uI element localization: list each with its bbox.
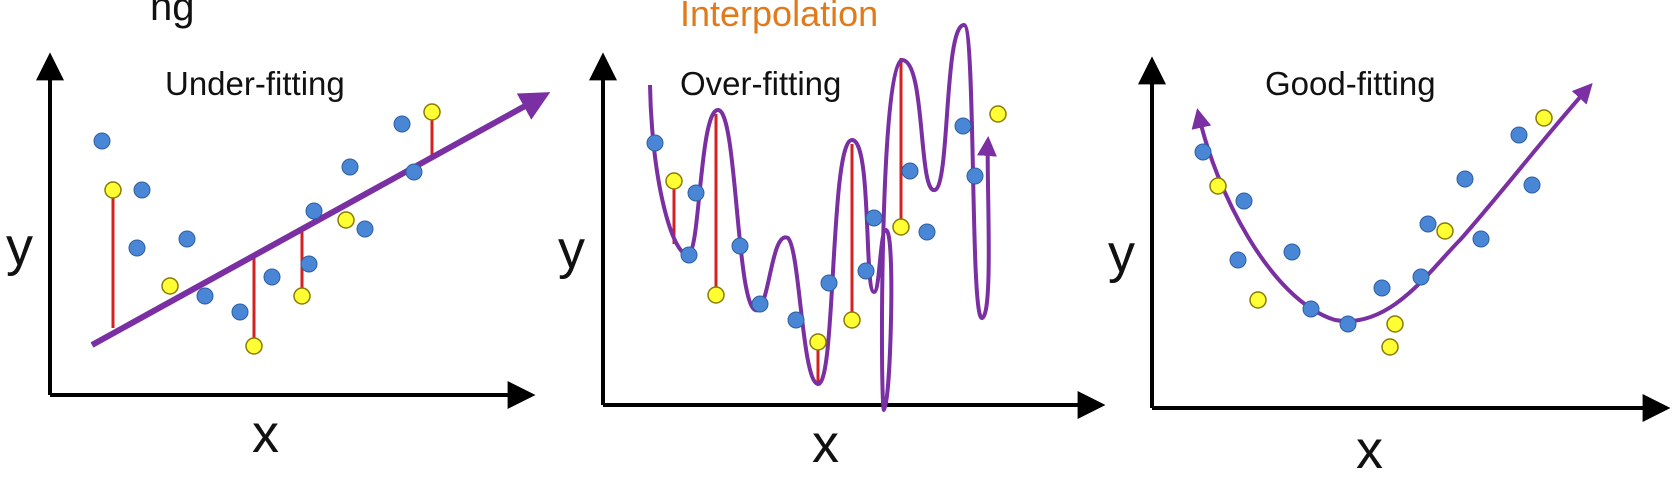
data-point bbox=[1229, 251, 1247, 269]
panel-title: Good-fitting bbox=[1265, 65, 1436, 102]
residual-lines bbox=[111, 112, 434, 346]
highlighted-points bbox=[104, 103, 441, 355]
data-point bbox=[892, 218, 910, 236]
x-axis-label: x bbox=[1356, 420, 1383, 480]
data-point bbox=[680, 246, 698, 264]
data-point bbox=[293, 287, 311, 305]
data-point bbox=[646, 134, 664, 152]
data-point bbox=[405, 163, 423, 181]
data-point bbox=[1235, 192, 1253, 210]
interpolation-label: Interpolation bbox=[680, 0, 878, 34]
fit-curve bbox=[648, 22, 997, 413]
data-point bbox=[1419, 215, 1437, 233]
y-axis-label: y bbox=[6, 217, 33, 277]
data-point bbox=[104, 181, 122, 199]
data-point bbox=[133, 181, 151, 199]
data-point bbox=[1249, 291, 1267, 309]
data-point bbox=[305, 202, 323, 220]
data-point bbox=[263, 268, 281, 286]
data-point bbox=[1412, 268, 1430, 286]
data-point bbox=[1436, 222, 1454, 240]
fit-line bbox=[90, 92, 551, 348]
data-point bbox=[809, 333, 827, 351]
data-point bbox=[731, 237, 749, 255]
data-point bbox=[1510, 126, 1528, 144]
data-point bbox=[393, 115, 411, 133]
data-point bbox=[1472, 230, 1490, 248]
data-point bbox=[178, 230, 196, 248]
data-point bbox=[423, 103, 441, 121]
data-point bbox=[665, 172, 683, 190]
data-point bbox=[341, 158, 359, 176]
x-axis-label: x bbox=[812, 414, 839, 474]
data-point bbox=[1456, 170, 1474, 188]
data-point bbox=[954, 117, 972, 135]
data-point bbox=[231, 303, 249, 321]
data-point bbox=[93, 132, 111, 150]
data-point bbox=[161, 277, 179, 295]
data-point bbox=[1194, 143, 1212, 161]
data-point bbox=[989, 105, 1007, 123]
observed-points bbox=[646, 117, 984, 329]
data-point bbox=[843, 311, 861, 329]
observed-points bbox=[1194, 126, 1541, 333]
data-point bbox=[901, 162, 919, 180]
data-point bbox=[966, 167, 984, 185]
panel-title: Over-fitting bbox=[680, 65, 841, 102]
panel-good-fitting: Good-fitting y x bbox=[1108, 56, 1671, 480]
fit-curve bbox=[1191, 83, 1593, 324]
data-point bbox=[300, 255, 318, 273]
panel-title: Under-fitting bbox=[165, 65, 345, 102]
observed-points bbox=[93, 115, 423, 321]
panel-over-fitting: Over-fitting y x bbox=[558, 22, 1106, 474]
data-point bbox=[1523, 176, 1541, 194]
data-point bbox=[865, 209, 883, 227]
data-point bbox=[707, 286, 725, 304]
data-point bbox=[1386, 315, 1404, 333]
data-point bbox=[857, 262, 875, 280]
data-point bbox=[196, 287, 214, 305]
data-point bbox=[751, 295, 769, 313]
highlighted-points bbox=[1209, 109, 1553, 356]
partial-heading: ng bbox=[150, 0, 195, 29]
data-point bbox=[1209, 177, 1227, 195]
x-axis-label: x bbox=[252, 404, 279, 464]
y-axis-label: y bbox=[1108, 224, 1135, 284]
data-point bbox=[1339, 315, 1357, 333]
data-point bbox=[337, 211, 355, 229]
data-point bbox=[918, 223, 936, 241]
data-point bbox=[820, 274, 838, 292]
data-point bbox=[128, 239, 146, 257]
data-point bbox=[1302, 300, 1320, 318]
data-point bbox=[245, 337, 263, 355]
y-axis-label: y bbox=[558, 220, 585, 280]
data-point bbox=[1381, 338, 1399, 356]
data-point bbox=[687, 184, 705, 202]
data-point bbox=[356, 220, 374, 238]
data-point bbox=[1535, 109, 1553, 127]
data-point bbox=[787, 311, 805, 329]
data-point bbox=[1283, 243, 1301, 261]
panel-under-fitting: Under-fitting y x bbox=[6, 52, 551, 464]
data-point bbox=[1373, 279, 1391, 297]
highlighted-points bbox=[665, 105, 1007, 351]
